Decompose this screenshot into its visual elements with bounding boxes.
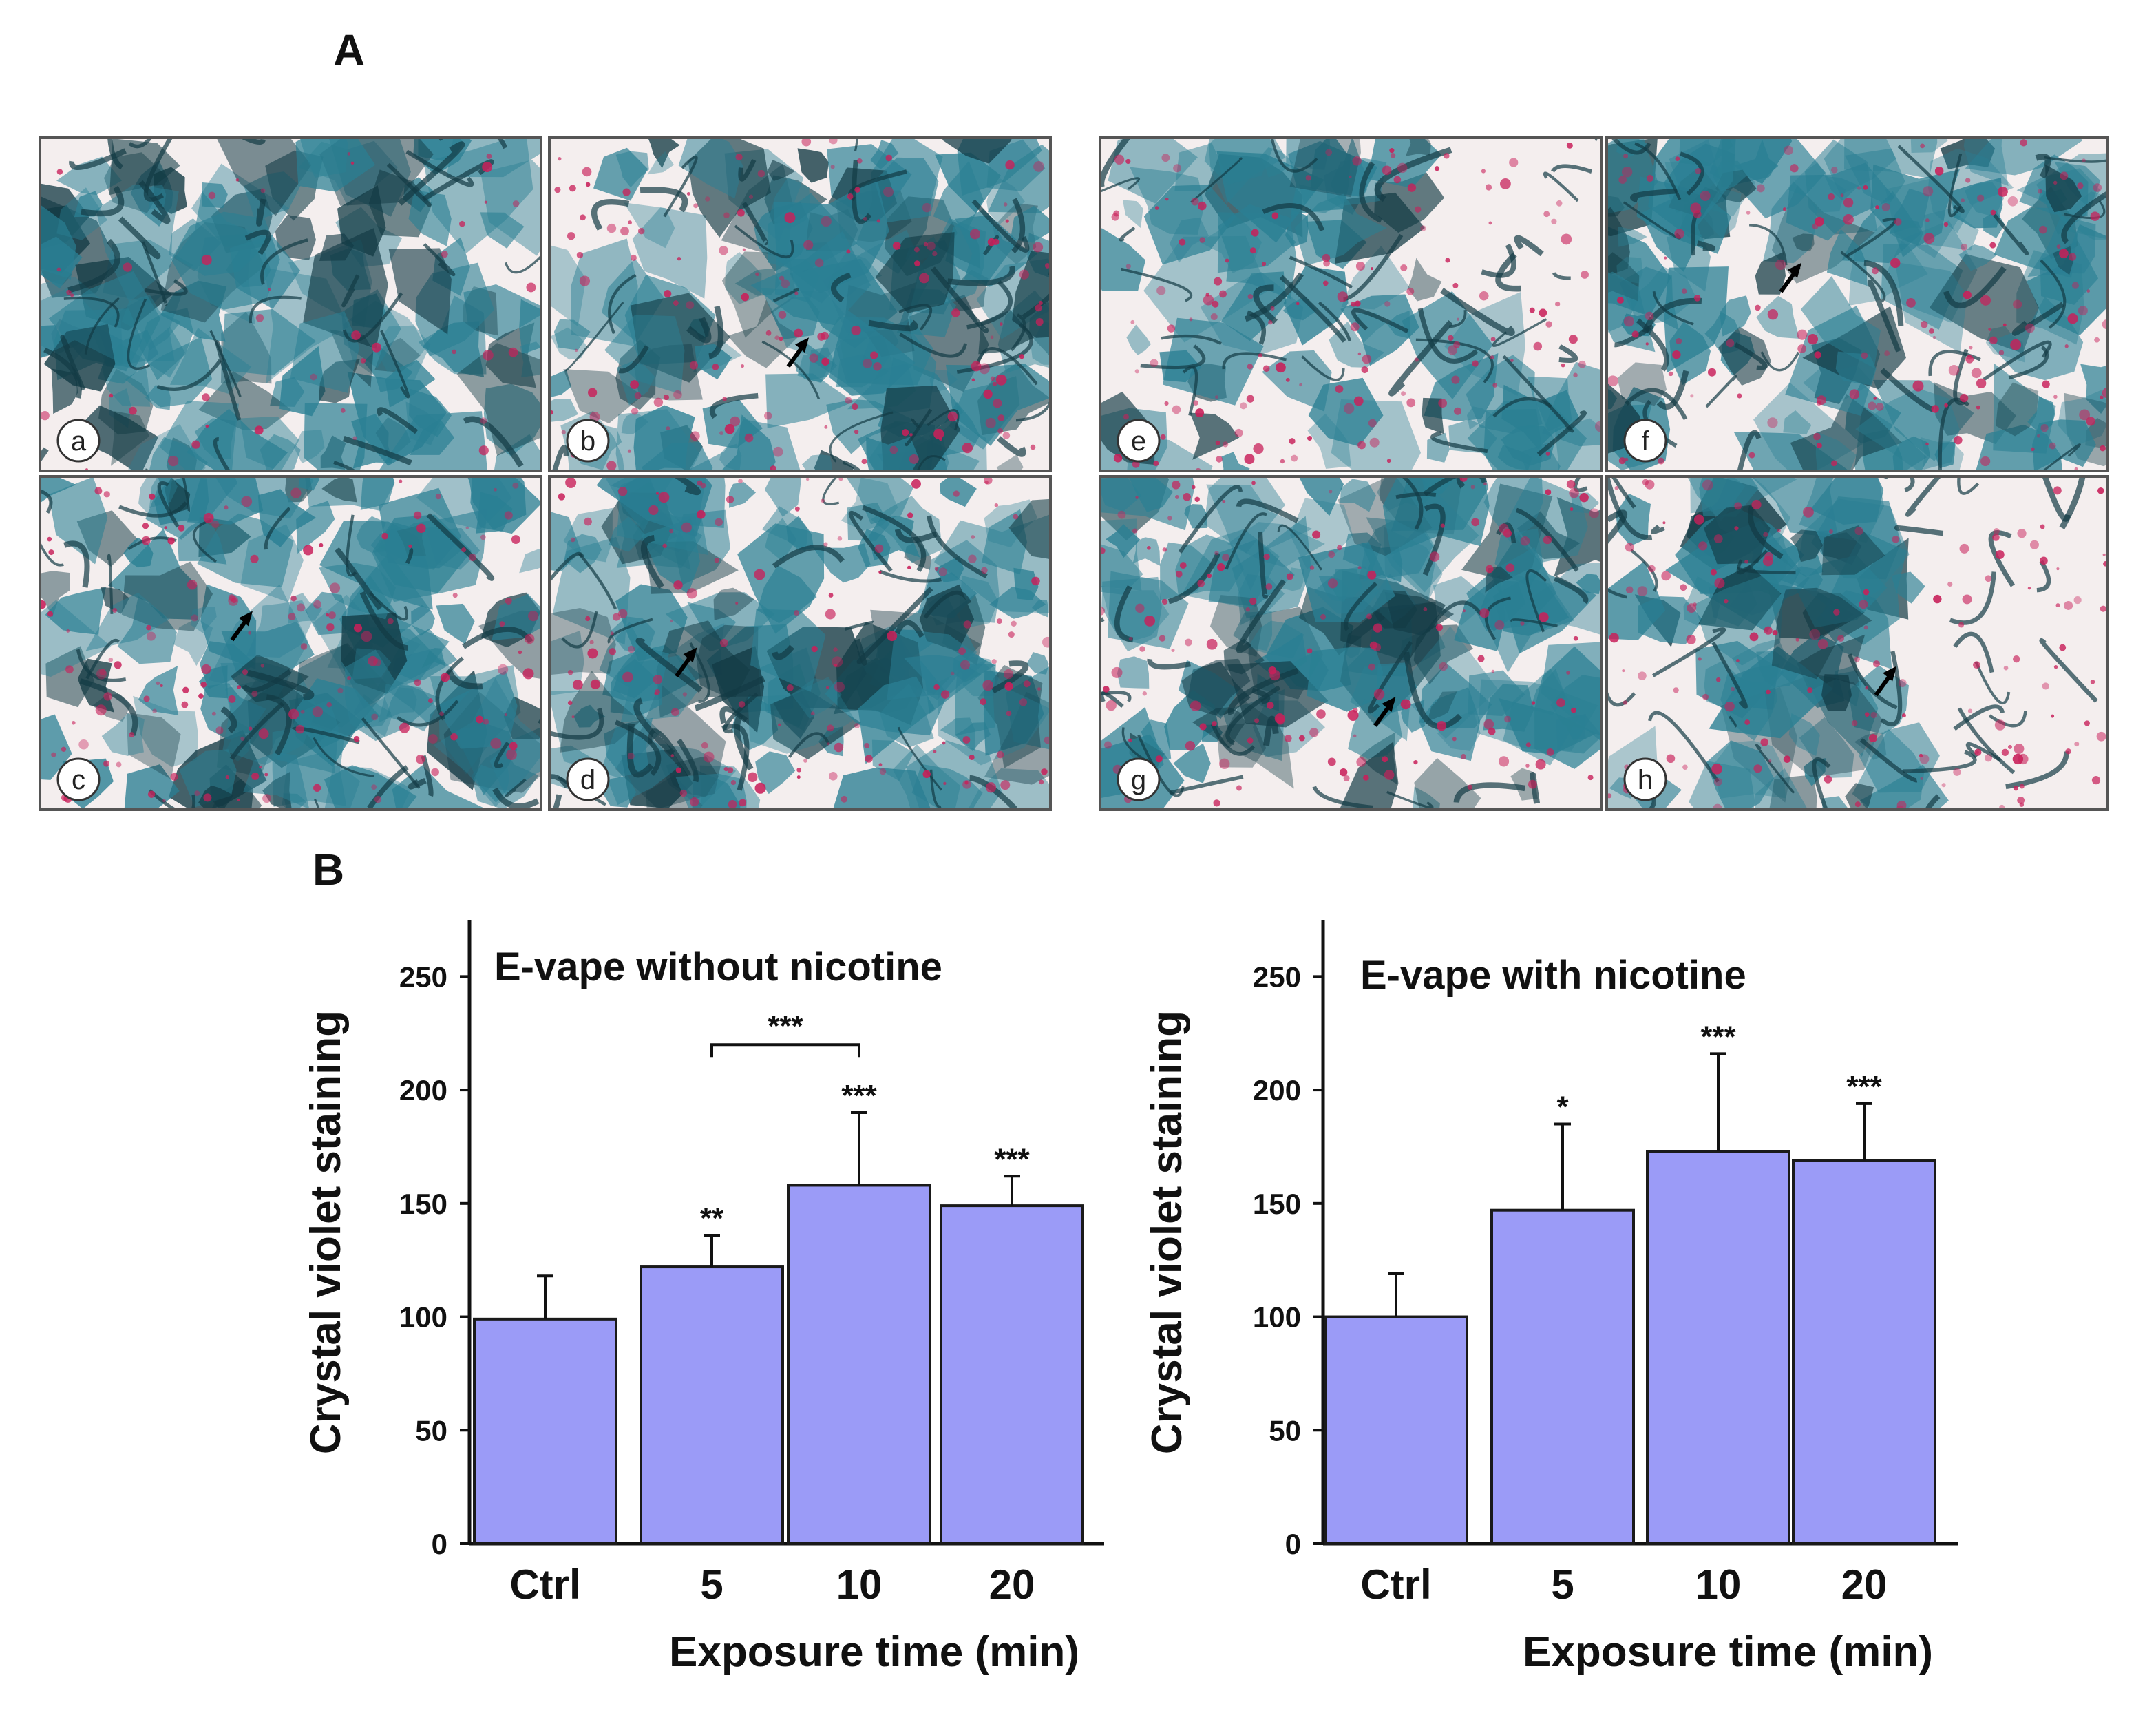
x-tick-label: 20	[989, 1562, 1035, 1608]
micrograph-frame	[1605, 136, 2109, 472]
arrow-head-icon	[683, 647, 697, 663]
micrograph-label: b	[580, 426, 595, 456]
y-tick-label: 0	[432, 1528, 447, 1560]
micrograph-frame	[548, 475, 1052, 811]
micrograph-f	[1607, 138, 2108, 471]
micrograph-label-circle	[1623, 757, 1667, 801]
micrograph-label: e	[1131, 426, 1146, 456]
x-tick-label: 10	[1695, 1562, 1742, 1608]
micrograph-label-circle	[56, 419, 101, 463]
panel-a-label: A	[333, 25, 366, 75]
micrograph-label-circle	[1117, 419, 1161, 463]
micrograph-grid: a b c d e f g h	[39, 136, 2109, 811]
chart-title: E-vape with nicotine	[1360, 953, 1746, 998]
bar-chart-1: 0 50 100 150 200 250 Ctrl ** 5 *** 10 *** 20 *** E-vap…	[302, 920, 1104, 1676]
micrograph-d	[549, 476, 1050, 810]
micrograph-g	[1100, 476, 1601, 810]
significance-label: ***	[994, 1142, 1030, 1176]
bar-Ctrl	[1324, 1315, 1468, 1545]
micrograph-label-circle	[56, 757, 101, 801]
micrograph-frame	[1605, 475, 2109, 811]
bar-charts: 050100150200250Ctrl**5***10***20***E-vap…	[302, 920, 1958, 1676]
significance-bracket	[710, 1043, 860, 1058]
arrow-head-icon	[1883, 666, 1897, 682]
y-tick-label: 150	[399, 1188, 447, 1220]
y-tick-label: 200	[1253, 1074, 1301, 1106]
bar-5	[1490, 1208, 1635, 1545]
bar-5	[640, 1265, 784, 1545]
x-tick-label: 5	[700, 1562, 723, 1608]
micrograph-label: a	[71, 426, 87, 456]
x-axis-label: Exposure time (min)	[1523, 1628, 1933, 1676]
y-axis-label: Crystal violet staining	[302, 1011, 350, 1454]
micrograph-frame	[548, 136, 1052, 472]
y-tick-label: 0	[1285, 1528, 1301, 1560]
bar-chart-2: 0 50 100 150 200 250 Ctrl * 5 *** 10 *** 20 E-vape wi…	[1143, 920, 1958, 1676]
y-tick-label: 250	[399, 960, 447, 993]
arrow-head-icon	[1788, 262, 1802, 278]
y-axis-label: Crystal violet staining	[1143, 1011, 1191, 1454]
bracket-label: ***	[768, 1009, 803, 1043]
y-tick-label: 50	[1269, 1414, 1301, 1447]
panel-b-label: B	[313, 845, 345, 894]
bar-10	[1646, 1150, 1790, 1545]
y-tick-label: 150	[1253, 1188, 1301, 1220]
micrograph-label-circle	[566, 419, 610, 463]
chart-title: E-vape without nicotine	[494, 945, 942, 989]
bar-10	[787, 1184, 931, 1545]
micrograph-frame	[39, 136, 542, 472]
micrograph-h	[1607, 476, 2108, 810]
micrograph-c	[40, 476, 541, 810]
y-tick-label: 100	[399, 1301, 447, 1334]
x-tick-label: 5	[1551, 1562, 1574, 1608]
micrograph-e	[1100, 138, 1601, 471]
micrograph-label: d	[580, 765, 595, 795]
micrograph-label: c	[72, 765, 85, 795]
micrograph-b	[549, 138, 1050, 471]
significance-label: ***	[1700, 1020, 1736, 1053]
x-tick-label: 20	[1841, 1562, 1888, 1608]
significance-label: **	[700, 1201, 724, 1235]
micrograph-frame	[1099, 475, 1603, 811]
arrow-head-icon	[1382, 697, 1396, 713]
x-tick-label: Ctrl	[1360, 1562, 1431, 1608]
bar-20	[940, 1204, 1084, 1545]
y-tick-label: 100	[1253, 1301, 1301, 1334]
y-tick-label: 200	[399, 1074, 447, 1106]
x-axis-label: Exposure time (min)	[669, 1628, 1079, 1676]
significance-label: ***	[841, 1079, 877, 1113]
x-tick-label: 10	[836, 1562, 883, 1608]
micrograph-frame	[39, 475, 542, 811]
micrograph-label-circle	[566, 757, 610, 801]
micrograph-frame	[1099, 136, 1603, 472]
micrograph-label: h	[1638, 765, 1653, 795]
arrow-head-icon	[238, 611, 253, 627]
significance-label: ***	[1846, 1070, 1882, 1104]
x-tick-label: Ctrl	[509, 1562, 580, 1608]
micrograph-label: g	[1131, 765, 1146, 795]
micrograph-a	[40, 138, 541, 471]
y-tick-label: 50	[415, 1414, 447, 1447]
arrow-head-icon	[795, 337, 810, 353]
micrograph-label-circle	[1117, 757, 1161, 801]
bar-Ctrl	[473, 1317, 617, 1545]
y-tick-label: 250	[1253, 960, 1301, 993]
micrograph-label: f	[1641, 426, 1649, 456]
micrograph-label-circle	[1623, 419, 1667, 463]
significance-label: *	[1556, 1091, 1569, 1124]
bar-20	[1792, 1159, 1936, 1545]
